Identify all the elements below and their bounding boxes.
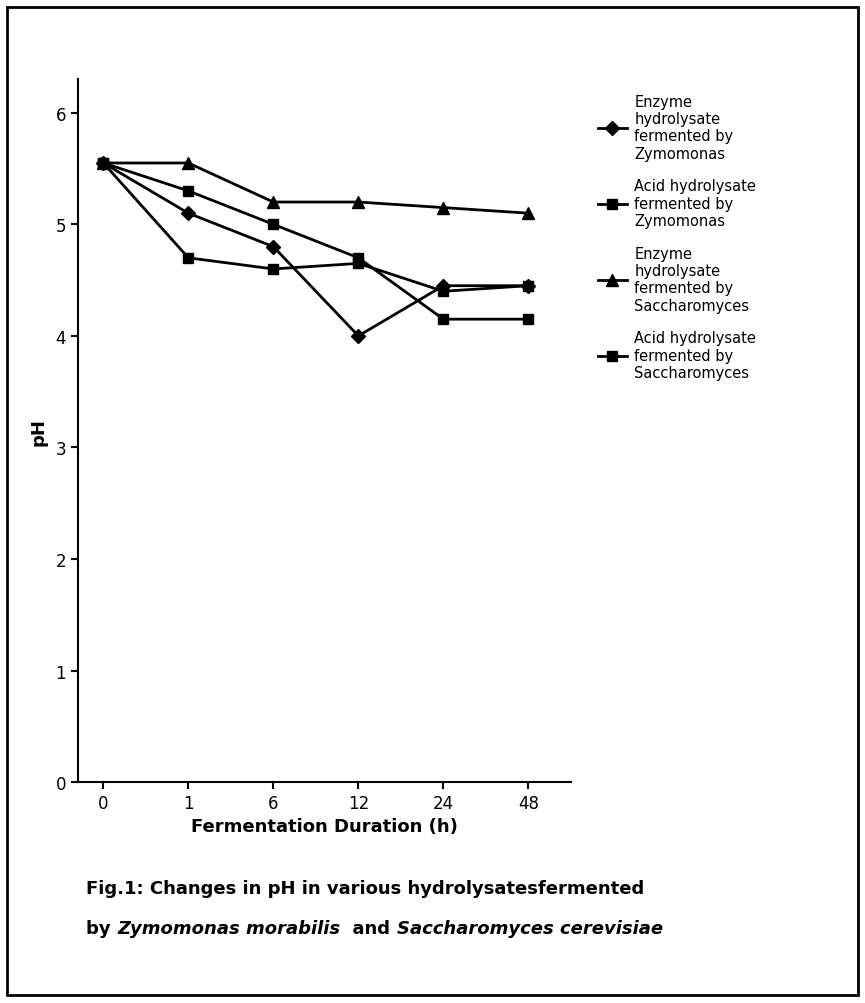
Acid hydrolysate
fermented by
Saccharomyces — [268, 219, 279, 231]
Enzyme
hydrolysate
fermented by
Zymomonas — [98, 157, 108, 170]
Enzyme
hydrolysate
fermented by
Saccharomyces — [98, 157, 108, 170]
Acid hydrolysate
fermented by
Zymomonas — [353, 258, 363, 270]
Acid hydrolysate
fermented by
Zymomonas — [183, 253, 194, 265]
Text: Fig.1: Changes in pH in various hydrolysatesfermented: Fig.1: Changes in pH in various hydrolys… — [86, 879, 644, 897]
Acid hydrolysate
fermented by
Saccharomyces — [353, 253, 363, 265]
Enzyme
hydrolysate
fermented by
Zymomonas — [523, 281, 534, 293]
Line: Acid hydrolysate
fermented by
Zymomonas: Acid hydrolysate fermented by Zymomonas — [99, 158, 533, 297]
Enzyme
hydrolysate
fermented by
Saccharomyces — [439, 203, 449, 215]
Enzyme
hydrolysate
fermented by
Saccharomyces — [268, 197, 279, 209]
Y-axis label: pH: pH — [29, 417, 47, 445]
Acid hydrolysate
fermented by
Saccharomyces — [439, 314, 449, 326]
Acid hydrolysate
fermented by
Saccharomyces — [98, 157, 108, 170]
Acid hydrolysate
fermented by
Zymomonas — [98, 157, 108, 170]
Acid hydrolysate
fermented by
Saccharomyces — [183, 186, 194, 198]
Enzyme
hydrolysate
fermented by
Zymomonas — [439, 281, 449, 293]
Enzyme
hydrolysate
fermented by
Saccharomyces — [353, 197, 363, 209]
Line: Enzyme
hydrolysate
fermented by
Zymomonas: Enzyme hydrolysate fermented by Zymomona… — [99, 158, 533, 341]
Acid hydrolysate
fermented by
Zymomonas — [268, 264, 279, 276]
Enzyme
hydrolysate
fermented by
Zymomonas — [268, 242, 279, 254]
Line: Acid hydrolysate
fermented by
Saccharomyces: Acid hydrolysate fermented by Saccharomy… — [99, 158, 533, 325]
Legend: Enzyme
hydrolysate
fermented by
Zymomonas, Acid hydrolysate
fermented by
Zymomon: Enzyme hydrolysate fermented by Zymomona… — [598, 94, 756, 381]
Text: and: and — [341, 919, 397, 937]
Acid hydrolysate
fermented by
Zymomonas — [523, 281, 534, 293]
X-axis label: Fermentation Duration (h): Fermentation Duration (h) — [191, 817, 458, 835]
Text: Zymomonas morabilis: Zymomonas morabilis — [118, 919, 341, 937]
Enzyme
hydrolysate
fermented by
Saccharomyces — [183, 157, 194, 170]
Enzyme
hydrolysate
fermented by
Saccharomyces — [523, 208, 534, 220]
Acid hydrolysate
fermented by
Saccharomyces — [523, 314, 534, 326]
Enzyme
hydrolysate
fermented by
Zymomonas — [353, 331, 363, 343]
Text: by: by — [86, 919, 118, 937]
Enzyme
hydrolysate
fermented by
Zymomonas — [183, 208, 194, 220]
Acid hydrolysate
fermented by
Zymomonas — [439, 286, 449, 298]
Line: Enzyme
hydrolysate
fermented by
Saccharomyces: Enzyme hydrolysate fermented by Saccharo… — [98, 158, 534, 220]
Text: Saccharomyces cerevisiae: Saccharomyces cerevisiae — [397, 919, 663, 937]
